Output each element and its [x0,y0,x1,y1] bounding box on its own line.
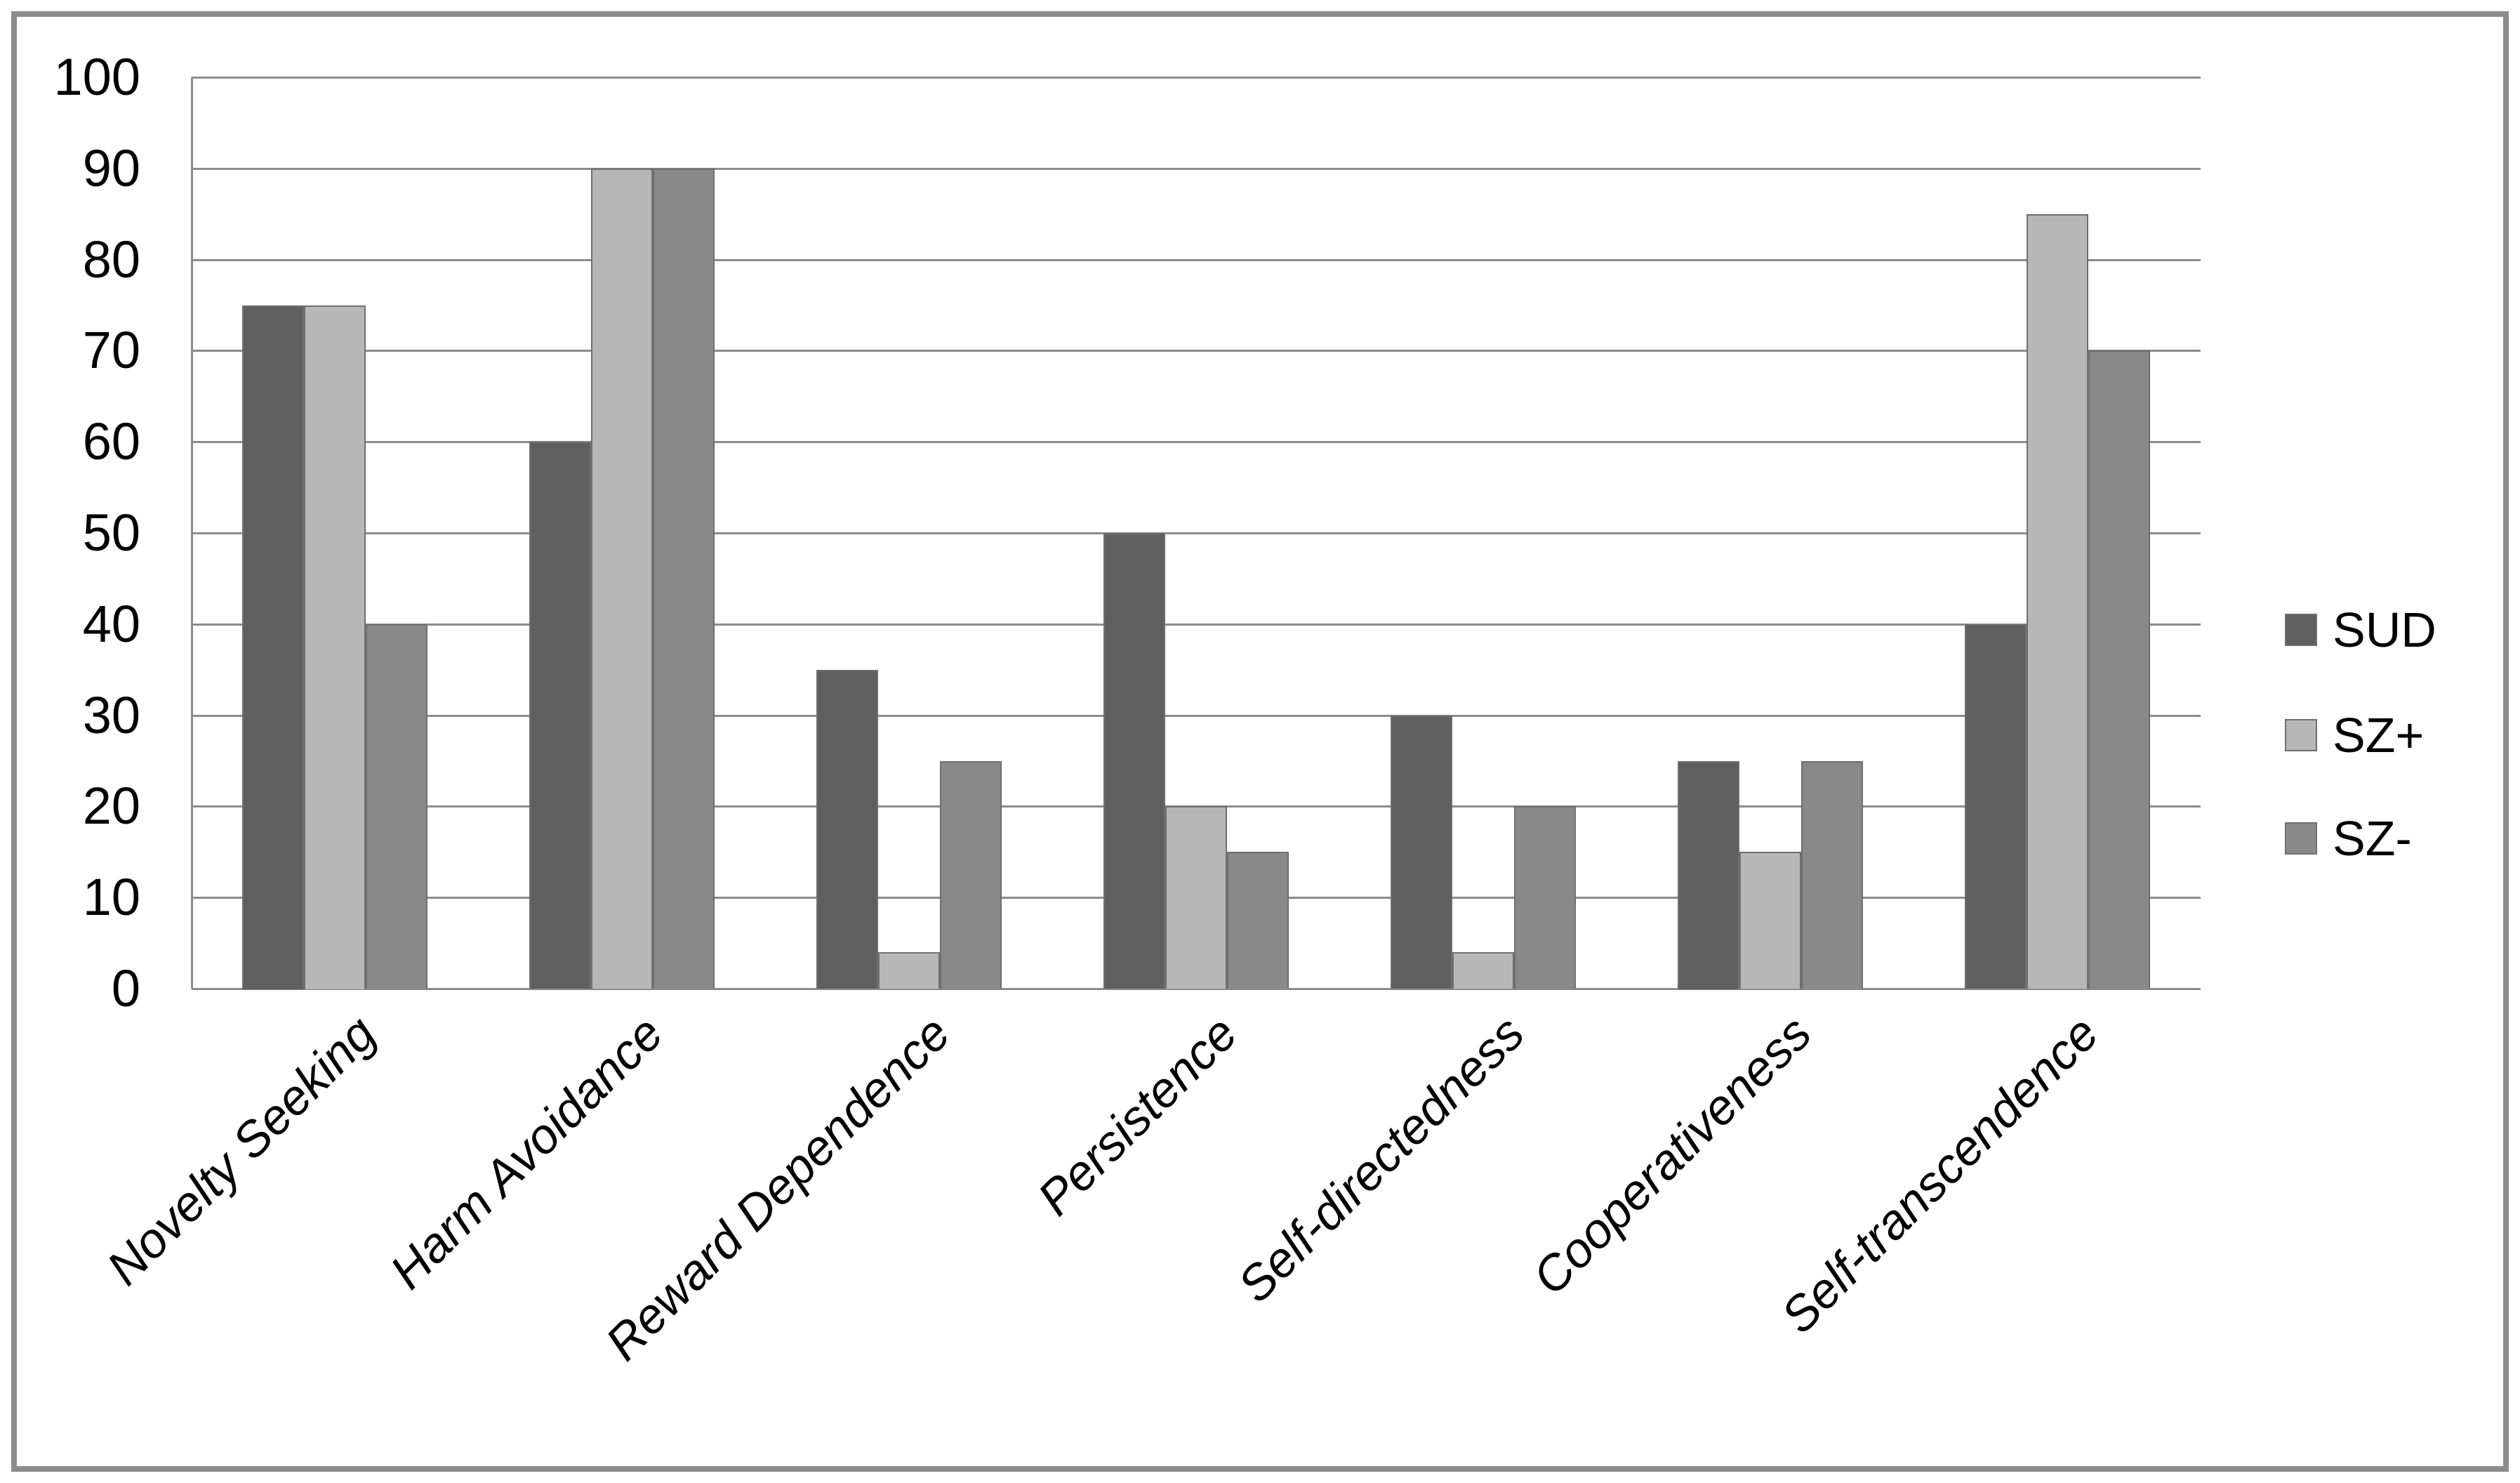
bar-SZ+-reward-dependence [878,952,940,989]
y-axis-tick-label: 90 [82,138,140,197]
legend-item-sud: SUD [2285,602,2436,658]
gridline-y-60 [192,441,2201,444]
bar-SUD-self-directedness [1391,716,1452,989]
bar-SZ--reward-dependence [940,761,1002,989]
bar-SZ--novelty-seeking [366,624,427,989]
bar-SUD-novelty-seeking [242,305,304,989]
bar-SZ+-self-directedness [1452,952,1514,989]
bar-SZ--self-transcendence [2088,350,2150,989]
legend-item-szplus: SZ+ [2285,707,2424,763]
legend-swatch-szplus [2285,719,2317,751]
gridline-y-80 [192,258,2201,261]
bar-SZ+-cooperativeness [1739,852,1801,989]
y-axis-tick-label: 100 [53,48,140,106]
y-axis-tick-label: 0 [111,959,140,1017]
y-axis-tick-label: 50 [82,503,140,562]
bar-SZ+-self-transcendence [2027,214,2088,989]
gridline-y-70 [192,350,2201,352]
bar-SUD-persistence [1103,533,1165,989]
gridline-y-90 [192,167,2201,170]
bar-SZ+-novelty-seeking [304,305,366,989]
legend-label-sud: SUD [2333,602,2436,657]
bar-SZ+-harm-avoidance [591,169,653,989]
legend-item-szminus: SZ- [2285,810,2412,866]
legend-swatch-sud [2285,614,2317,646]
bar-SZ+-persistence [1165,806,1227,989]
bar-SZ--cooperativeness [1801,761,1863,989]
gridline-y-30 [192,714,2201,717]
y-axis-tick-label: 30 [82,685,140,744]
gridline-y-50 [192,532,2201,534]
y-axis-tick-label: 10 [82,868,140,927]
x-axis-line [192,988,2201,990]
legend-label-szminus: SZ- [2333,811,2412,866]
y-axis-tick-label: 70 [82,321,140,380]
bar-SZ--harm-avoidance [653,169,715,989]
bar-SUD-cooperativeness [1678,761,1739,989]
y-axis-tick-label: 80 [82,230,140,289]
bar-SUD-reward-dependence [816,670,878,989]
y-axis-tick-label: 40 [82,594,140,653]
y-axis-tick-label: 20 [82,777,140,836]
bar-SUD-self-transcendence [1965,624,2027,989]
bar-SZ--self-directedness [1514,806,1576,989]
bar-SZ--persistence [1227,852,1289,989]
gridline-y-40 [192,623,2201,626]
gridline-y-100 [192,77,2201,79]
y-axis-tick-label: 60 [82,412,140,471]
bar-SUD-harm-avoidance [529,442,591,989]
y-axis-line [191,77,193,989]
legend-label-szplus: SZ+ [2333,708,2425,763]
legend-swatch-szminus [2285,822,2317,855]
